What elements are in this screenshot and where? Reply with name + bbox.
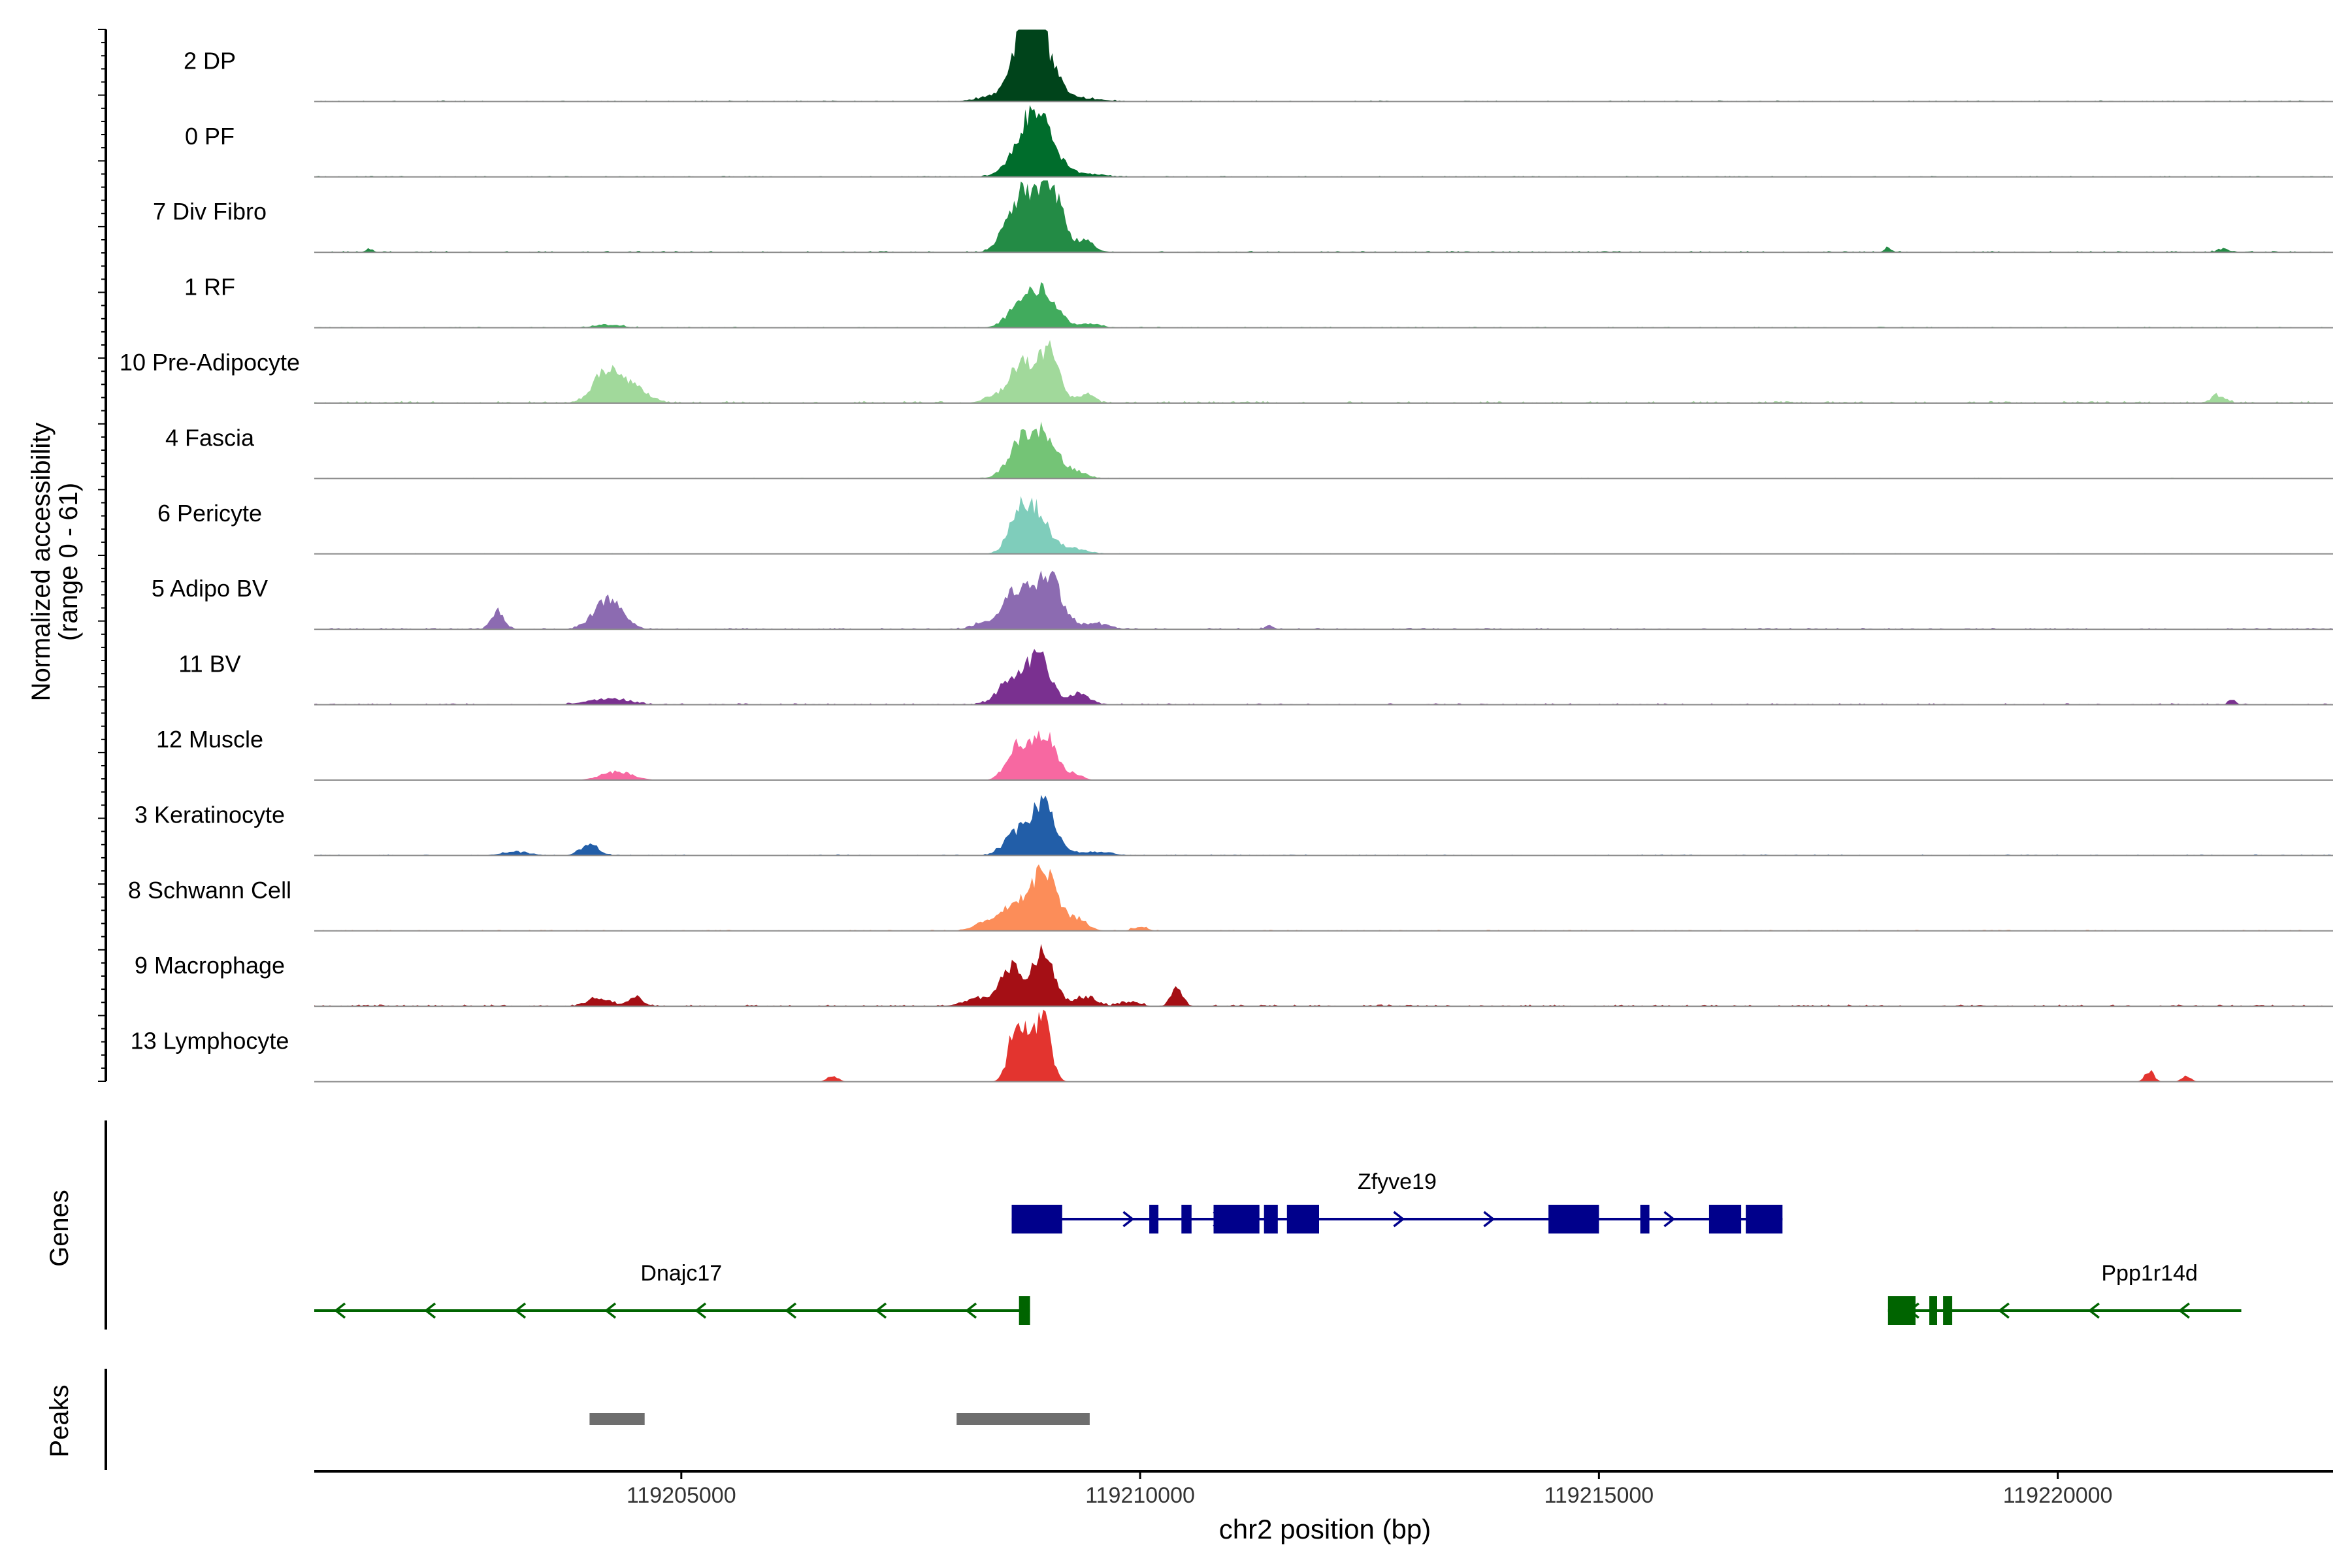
gene-exon-0-7 (1640, 1205, 1650, 1233)
peak-1 (956, 1413, 1090, 1425)
peak-track (589, 1413, 1090, 1425)
gene-exon-0-5 (1286, 1205, 1319, 1233)
gene-exon-0-2 (1181, 1205, 1192, 1233)
x-tick-label-2: 119215000 (1544, 1483, 1654, 1508)
coverage-area-1 (314, 105, 2333, 177)
coverage-area-8 (314, 649, 2333, 705)
gene-exon-0-1 (1149, 1205, 1159, 1233)
track-label-12: 9 Macrophage (135, 952, 285, 979)
coverage-tracks: 2 DP 0 PF 7 Div Fibro 1 RF 10 Pre-Adipocyte 4… (120, 29, 2333, 1083)
x-tick-label-1: 119210000 (1085, 1483, 1195, 1508)
gene-exon-0-6 (1548, 1205, 1599, 1233)
coverage-area-7 (314, 570, 2333, 630)
x-tick-label-0: 119205000 (627, 1483, 736, 1508)
track-label-6: 6 Pericyte (157, 500, 262, 527)
coverage-area-4 (314, 340, 2333, 403)
gene-label-0: Zfyve19 (1358, 1169, 1437, 1194)
coverage-area-12 (314, 943, 2333, 1007)
gene-strand-arrow-0 (1122, 1211, 1135, 1228)
coverage-area-3 (314, 282, 2333, 328)
gene-exon-0-4 (1264, 1205, 1278, 1233)
track-label-3: 1 RF (184, 274, 235, 301)
peak-0 (589, 1413, 645, 1425)
coverage-area-13 (314, 1009, 2333, 1082)
x-axis: 119205000 119210000 119215000 119220000 (314, 1470, 2333, 1508)
gene-strand-arrow-2 (1997, 1302, 2010, 1319)
gene-exon-0-8 (1708, 1205, 1742, 1233)
coverage-area-9 (314, 730, 2333, 780)
coverage-area-0 (314, 29, 2333, 102)
track-label-11: 8 Schwann Cell (128, 877, 291, 904)
gene-exon-1-0 (1019, 1296, 1030, 1325)
gene-strand-arrow-1 (785, 1302, 797, 1319)
y-axis-label-line1: Normalized accessibility (27, 423, 56, 702)
gene-exon-0-0 (1011, 1205, 1062, 1233)
track-label-8: 11 BV (178, 651, 240, 678)
coverage-area-5 (314, 421, 2333, 479)
gene-strand-arrow-0 (1393, 1211, 1405, 1228)
track-label-2: 7 Div Fibro (153, 198, 267, 225)
track-label-9: 12 Muscle (156, 726, 263, 753)
track-label-4: 10 Pre-Adipocyte (120, 349, 300, 376)
gene-exon-0-9 (1746, 1205, 1783, 1233)
gene-strand-arrow-1 (514, 1302, 527, 1319)
gene-strand-arrow-0 (1663, 1211, 1676, 1228)
coverage-area-2 (314, 180, 2333, 253)
coverage-area-10 (314, 794, 2333, 856)
gene-exon-2-1 (1929, 1296, 1937, 1325)
peaks-track-label: Peaks (45, 1384, 74, 1457)
track-label-0: 2 DP (184, 47, 236, 74)
gene-strand-arrow-1 (604, 1302, 617, 1319)
gene-strand-arrow-2 (2087, 1302, 2100, 1319)
track-label-13: 13 Lymphocyte (131, 1028, 289, 1054)
gene-label-2: Ppp1r14d (2101, 1261, 2197, 1286)
track-label-10: 3 Keratinocyte (135, 801, 285, 828)
coverage-area-11 (314, 864, 2333, 931)
x-tick-label-3: 119220000 (2003, 1483, 2113, 1508)
track-label-1: 0 PF (185, 123, 235, 150)
gene-track: Zfyve19 Dnajc17 Ppp1r14d (314, 1169, 2242, 1325)
gene-strand-arrow-1 (875, 1302, 887, 1319)
gene-exon-2-0 (1887, 1296, 1916, 1325)
y-axis (98, 29, 107, 1470)
gene-strand-arrow-1 (694, 1302, 707, 1319)
y-axis-label-line2: (range 0 - 61) (54, 483, 83, 641)
gene-strand-arrow-1 (965, 1302, 977, 1319)
gene-exon-2-2 (1943, 1296, 1953, 1325)
gene-strand-arrow-1 (424, 1302, 436, 1319)
gene-label-1: Dnajc17 (640, 1261, 722, 1286)
gene-strand-arrow-2 (2178, 1302, 2190, 1319)
coverage-area-6 (314, 496, 2333, 554)
gene-exon-0-3 (1213, 1205, 1260, 1233)
track-label-5: 4 Fascia (165, 424, 255, 451)
gene-strand-arrow-0 (1483, 1211, 1495, 1228)
x-axis-label: chr2 position (bp) (1219, 1514, 1431, 1544)
gene-strand-arrow-1 (334, 1302, 346, 1319)
genes-track-label: Genes (45, 1190, 74, 1267)
track-label-7: 5 Adipo BV (152, 575, 268, 602)
